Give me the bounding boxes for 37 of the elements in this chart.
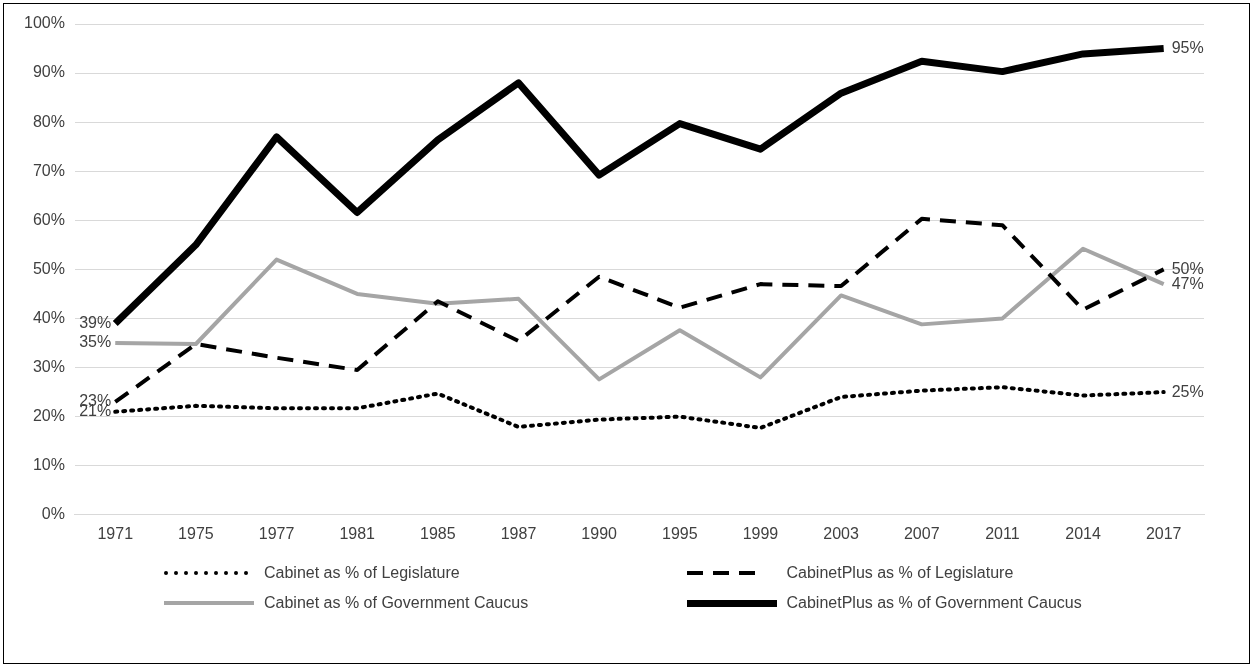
y-tick-label: 20% <box>32 407 65 425</box>
y-tick-label: 10% <box>32 456 65 474</box>
line-series <box>113 216 1166 404</box>
x-tick-label: 1990 <box>581 524 618 542</box>
y-tick-label: 0% <box>41 505 65 523</box>
x-tick-label: 2017 <box>1145 524 1182 542</box>
x-tick-label: 1977 <box>258 524 295 542</box>
x-tick-label: 1981 <box>339 524 376 542</box>
line-series <box>113 385 1166 430</box>
x-tick-label: 2011 <box>985 524 1020 542</box>
data-label: 50% <box>1171 259 1204 277</box>
y-tick-label: 80% <box>32 112 65 130</box>
x-tick-label: 2014 <box>1065 524 1101 542</box>
x-tick-label: 2007 <box>903 524 940 542</box>
y-tick-label: 70% <box>32 161 65 179</box>
x-tick-label: 1985 <box>420 524 456 542</box>
legend-label: Cabinet as % of Legislature <box>264 564 460 582</box>
y-tick-label: 60% <box>32 210 65 228</box>
y-tick-label: 40% <box>32 308 65 326</box>
legend-label: CabinetPlus as % of Government Caucus <box>786 594 1082 612</box>
x-tick-label: 2003 <box>823 524 859 542</box>
y-tick-label: 100% <box>24 14 65 32</box>
y-tick-label: 30% <box>32 357 65 375</box>
x-tick-label: 1987 <box>500 524 537 542</box>
data-label: 47% <box>1171 274 1204 292</box>
data-label: 25% <box>1171 382 1204 400</box>
data-label: 95% <box>1171 38 1204 56</box>
x-tick-label: 1995 <box>661 524 698 542</box>
data-label: 35% <box>79 333 112 351</box>
legend-label: Cabinet as % of Government Caucus <box>264 594 529 612</box>
x-tick-label: 1999 <box>742 524 779 542</box>
x-tick-label: 1975 <box>178 524 214 542</box>
legend-label: CabinetPlus as % of Legislature <box>786 564 1014 582</box>
x-tick-label: 1971 <box>97 524 134 542</box>
data-label: 39% <box>79 313 112 331</box>
y-tick-label: 90% <box>32 63 65 81</box>
y-tick-label: 50% <box>32 259 65 277</box>
